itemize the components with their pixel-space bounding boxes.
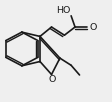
- Text: O: O: [48, 75, 56, 84]
- Text: O: O: [90, 23, 97, 32]
- Text: HO: HO: [56, 6, 71, 15]
